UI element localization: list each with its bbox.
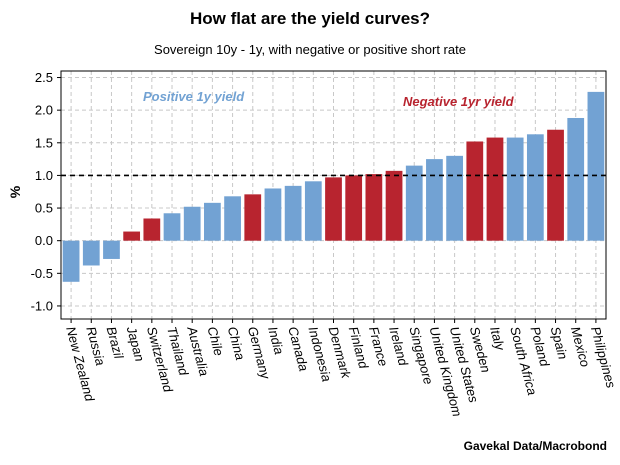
bar	[365, 174, 383, 241]
chart-title: How flat are the yield curves?	[190, 9, 430, 28]
y-axis-label: %	[7, 185, 23, 198]
bar	[466, 141, 484, 241]
x-axis-ticks: New ZealandRussiaBrazilJapanSwitzerlandT…	[63, 319, 619, 418]
bar	[345, 175, 363, 241]
bar	[385, 170, 403, 241]
bar	[567, 117, 585, 241]
x-tick-label: Chile	[204, 325, 226, 357]
bar	[163, 213, 181, 241]
x-tick-label: China	[225, 325, 248, 362]
bar	[244, 194, 262, 241]
bar	[284, 185, 302, 241]
bar	[103, 240, 120, 259]
y-tick-label: -0.5	[31, 266, 53, 281]
bar	[587, 91, 605, 241]
y-tick-label: 1.0	[35, 168, 53, 183]
bar-series	[62, 91, 605, 282]
bar	[183, 206, 201, 241]
x-tick-label: Philippines	[588, 325, 619, 390]
x-tick-label: Italy	[487, 325, 508, 353]
chart-subtitle: Sovereign 10y - 1y, with negative or pos…	[154, 42, 466, 57]
bar	[426, 159, 443, 241]
bar	[506, 137, 524, 241]
bar	[325, 177, 342, 241]
y-tick-label: 2.5	[35, 70, 53, 85]
y-tick-label: -1.0	[31, 298, 53, 313]
x-tick-label: India	[265, 325, 287, 356]
bar	[82, 240, 100, 266]
gridlines	[61, 71, 606, 319]
bar	[143, 218, 161, 241]
legend-negative: Negative 1yr yield	[403, 94, 515, 109]
source-note: Gavekal Data/Macrobond	[464, 439, 607, 453]
bar	[405, 165, 423, 241]
bar	[224, 196, 241, 241]
bar	[204, 202, 221, 241]
bar	[123, 231, 141, 241]
legend-positive: Positive 1y yield	[143, 89, 245, 104]
bar	[486, 137, 504, 241]
bar	[62, 240, 80, 282]
y-tick-label: 1.5	[35, 135, 53, 150]
bar	[264, 188, 282, 241]
x-tick-label: Japan	[123, 324, 147, 363]
y-tick-label: 0.0	[35, 233, 53, 248]
bar	[526, 134, 544, 241]
bar	[304, 181, 322, 241]
bar	[547, 129, 564, 241]
y-tick-label: 0.5	[35, 201, 53, 216]
y-axis-ticks: -1.0 -0.5 0.0 0.5 1.0 1.5 2.0 2.5	[31, 70, 61, 313]
y-tick-label: 2.0	[35, 103, 53, 118]
bar	[446, 155, 463, 241]
